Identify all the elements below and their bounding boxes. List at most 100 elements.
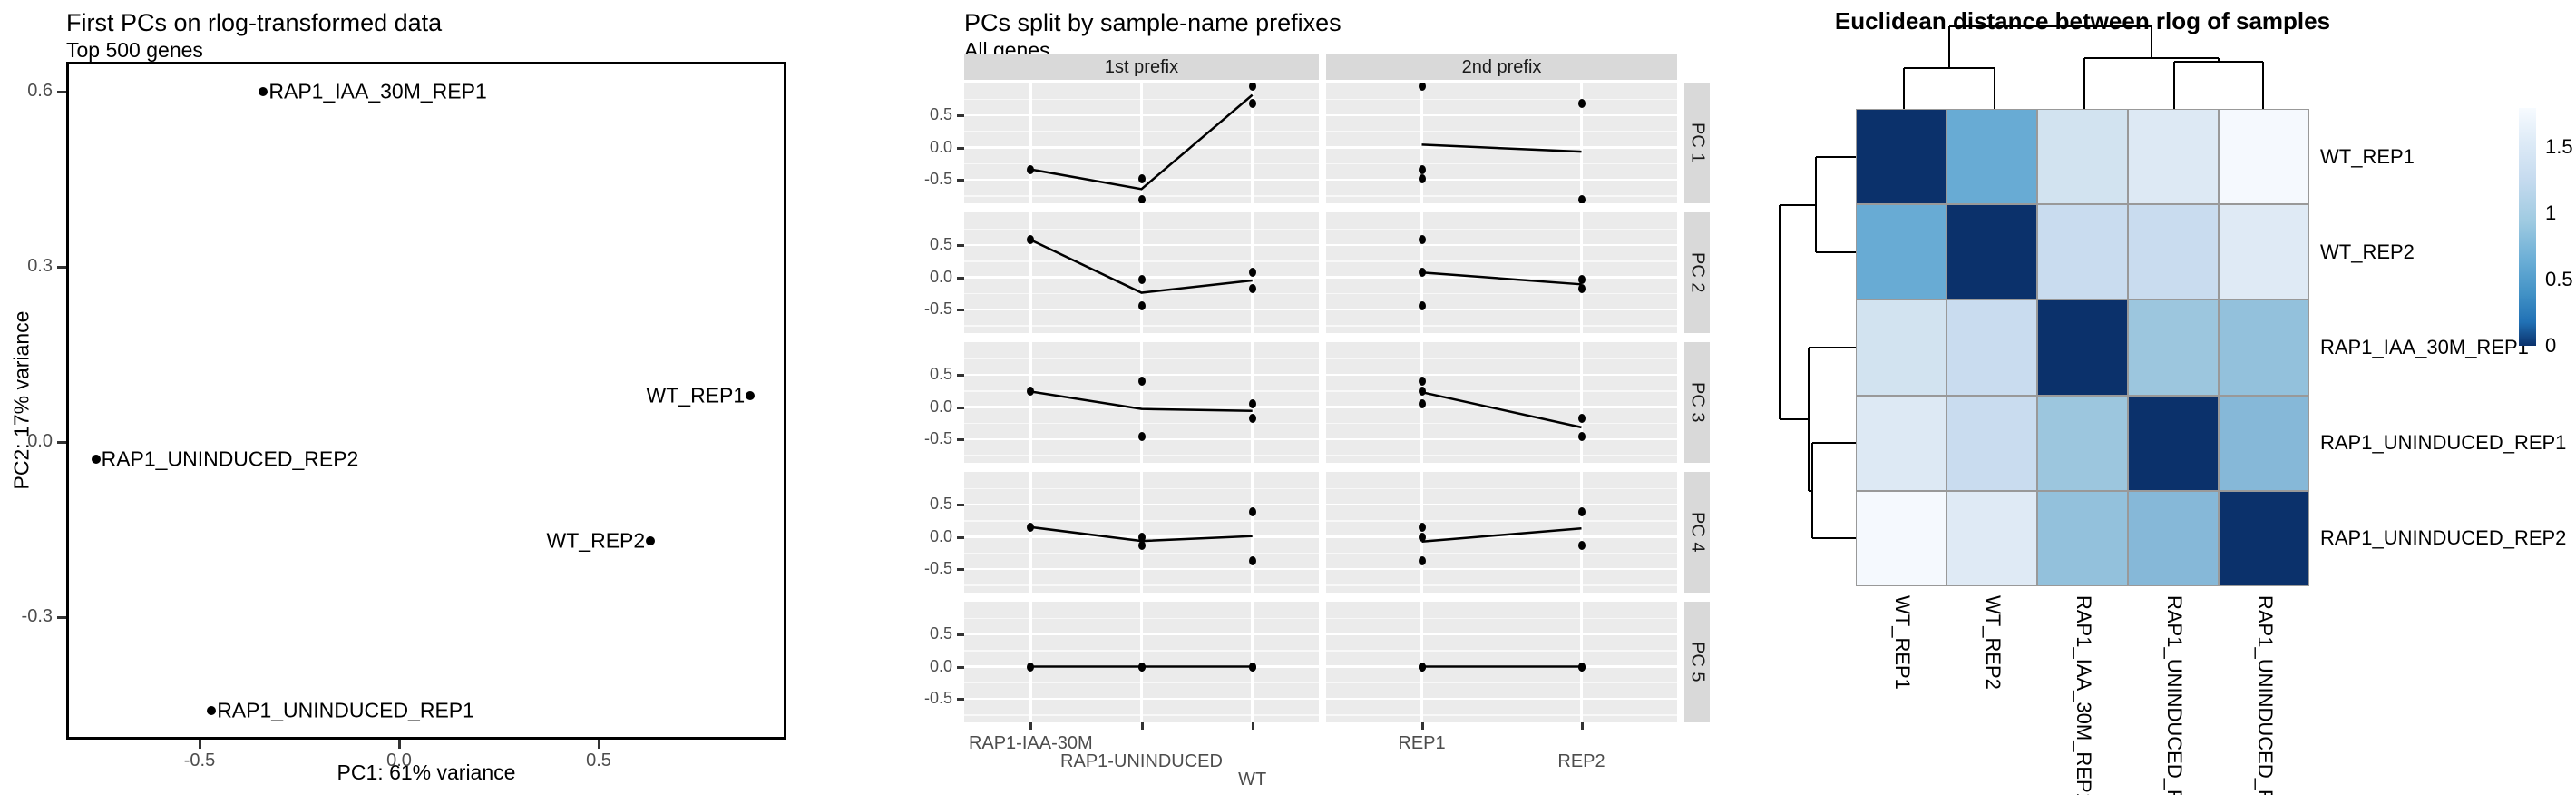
pc-sample-point bbox=[1248, 267, 1256, 277]
heatmap-cell bbox=[2037, 204, 2128, 300]
pc-x-tick-label: REP1 bbox=[1398, 733, 1446, 753]
pca-y-tick-mark bbox=[57, 441, 66, 444]
pc-sample-point bbox=[1248, 99, 1256, 109]
gridline-major bbox=[1326, 406, 1677, 408]
pc-x-tick-mark bbox=[1580, 722, 1584, 730]
pca-y-tick-label: 0.0 bbox=[27, 431, 53, 451]
pc-sample-point bbox=[1577, 99, 1586, 109]
facet-panel bbox=[964, 602, 1319, 722]
pc-y-tick-mark bbox=[957, 179, 964, 182]
heatmap-cell bbox=[2128, 299, 2219, 396]
pc-sample-point bbox=[1418, 300, 1426, 310]
pc-sample-point bbox=[1027, 235, 1035, 245]
heatmap-cell bbox=[2037, 109, 2128, 205]
heatmap-row-label: RAP1_IAA_30M_REP1 bbox=[2320, 336, 2529, 358]
pca-x-tick-label: 0.0 bbox=[386, 751, 412, 770]
pca-y-tick-label: -0.3 bbox=[21, 605, 53, 626]
pc-sample-point bbox=[1248, 413, 1256, 423]
heatmap-col-label: RAP1_UNINDUCED_REP2 bbox=[2254, 595, 2277, 795]
gridline-minor bbox=[1326, 162, 1677, 164]
heatmap-cell bbox=[1856, 109, 1947, 205]
pc-y-tick-mark bbox=[957, 146, 964, 150]
pc-sample-point bbox=[1577, 413, 1586, 423]
pc-x-tick-mark bbox=[1029, 722, 1033, 730]
pc-x-tick-mark bbox=[1251, 722, 1254, 730]
legend-tick-label: 1.5 bbox=[2545, 135, 2573, 158]
pc-sample-point bbox=[1137, 532, 1146, 542]
pc-y-tick-mark bbox=[957, 698, 964, 701]
gridline-major bbox=[1326, 665, 1677, 668]
pc-y-tick-label: 0.0 bbox=[929, 267, 952, 286]
heatmap-cell bbox=[2037, 395, 2128, 491]
heatmap-cell bbox=[2219, 204, 2309, 300]
pc-x-tick-mark bbox=[1140, 722, 1144, 730]
pc-y-tick-label: 0.5 bbox=[929, 105, 952, 123]
gridline-major bbox=[1326, 633, 1677, 636]
facet-panel bbox=[1326, 83, 1677, 203]
pc-y-tick-label: 0.5 bbox=[929, 235, 952, 253]
pc-y-tick-label: -0.5 bbox=[923, 170, 952, 188]
facet-panel bbox=[964, 472, 1319, 593]
pc-sample-point bbox=[1418, 555, 1426, 565]
gridline-vertical bbox=[1029, 472, 1032, 593]
pc-y-tick-mark bbox=[957, 406, 964, 409]
pc-sample-point bbox=[1137, 432, 1146, 442]
gridline-vertical bbox=[1029, 212, 1032, 333]
pc-sample-point bbox=[1418, 164, 1426, 174]
gridline-minor bbox=[1326, 358, 1677, 359]
heatmap-row-label: WT_REP1 bbox=[2320, 144, 2415, 168]
heatmap-row-label: WT_REP2 bbox=[2320, 240, 2415, 263]
heatmap-cell bbox=[1856, 395, 1947, 491]
pc-x-tick-label: WT bbox=[1238, 770, 1267, 790]
heatmap-cell bbox=[2037, 490, 2128, 586]
heatmap-cell bbox=[1947, 299, 2037, 396]
pc-sample-point bbox=[1248, 398, 1256, 408]
gridline-minor bbox=[1326, 714, 1677, 716]
pca-x-tick-mark bbox=[199, 740, 201, 749]
pc-y-tick-mark bbox=[957, 244, 964, 247]
heatmap-cell bbox=[1947, 109, 2037, 205]
gridline-major bbox=[1326, 697, 1677, 701]
pca-y-axis-title: PC2: 17% variance bbox=[9, 310, 34, 490]
gridline-vertical bbox=[1029, 342, 1032, 463]
pca-y-tick-label: 0.6 bbox=[27, 81, 53, 102]
facet-panel bbox=[964, 212, 1319, 333]
heatmap-cell bbox=[1947, 395, 2037, 491]
pc-y-tick-mark bbox=[957, 374, 964, 377]
pc-x-tick-label: REP2 bbox=[1557, 751, 1605, 771]
pc-sample-point bbox=[1137, 662, 1146, 672]
gridline-minor bbox=[1326, 390, 1677, 392]
pca-x-tick-mark bbox=[598, 740, 600, 749]
heatmap-cell bbox=[2128, 395, 2219, 491]
heatmap-row-label: RAP1_UNINDUCED_REP1 bbox=[2320, 431, 2567, 455]
pca-point-label: WT_REP2 bbox=[546, 528, 646, 553]
pca-x-tick-mark bbox=[398, 740, 401, 749]
facet-panel bbox=[964, 83, 1319, 203]
pc-sample-point bbox=[1137, 300, 1146, 310]
pc-sample-point bbox=[1027, 662, 1035, 672]
gridline-minor bbox=[1326, 455, 1677, 456]
facet-column-strip: 1st prefix bbox=[964, 54, 1319, 80]
pc-sample-point bbox=[1248, 506, 1256, 516]
pca-x-axis-title: PC1: 61% variance bbox=[337, 761, 516, 784]
heatmap-cell bbox=[1856, 299, 1947, 396]
facet-row-strip: PC 4 bbox=[1684, 472, 1710, 593]
heatmap-cell bbox=[1947, 204, 2037, 300]
pca-y-tick-label: 0.3 bbox=[27, 256, 53, 277]
pc-sample-point bbox=[1418, 522, 1426, 532]
legend-tick-label: 0 bbox=[2545, 334, 2557, 357]
pc-y-tick-label: -0.5 bbox=[923, 689, 952, 707]
heatmap-col-label: RAP1_IAA_30M_REP1 bbox=[2073, 595, 2095, 795]
pc-y-tick-label: 0.0 bbox=[929, 526, 952, 545]
pc-y-tick-mark bbox=[957, 665, 964, 669]
facet-panel bbox=[1326, 212, 1677, 333]
heatmap-cell bbox=[2128, 490, 2219, 586]
pc-sample-point bbox=[1418, 83, 1426, 92]
gridline-minor bbox=[1326, 617, 1677, 619]
pca-point bbox=[646, 536, 656, 546]
pca-y-tick-mark bbox=[57, 615, 66, 619]
gridline-vertical bbox=[1420, 83, 1423, 203]
facet-row-strip: PC 3 bbox=[1684, 342, 1710, 463]
pca-title: First PCs on rlog-transformed data bbox=[66, 9, 443, 36]
pc-sample-point bbox=[1577, 275, 1586, 285]
